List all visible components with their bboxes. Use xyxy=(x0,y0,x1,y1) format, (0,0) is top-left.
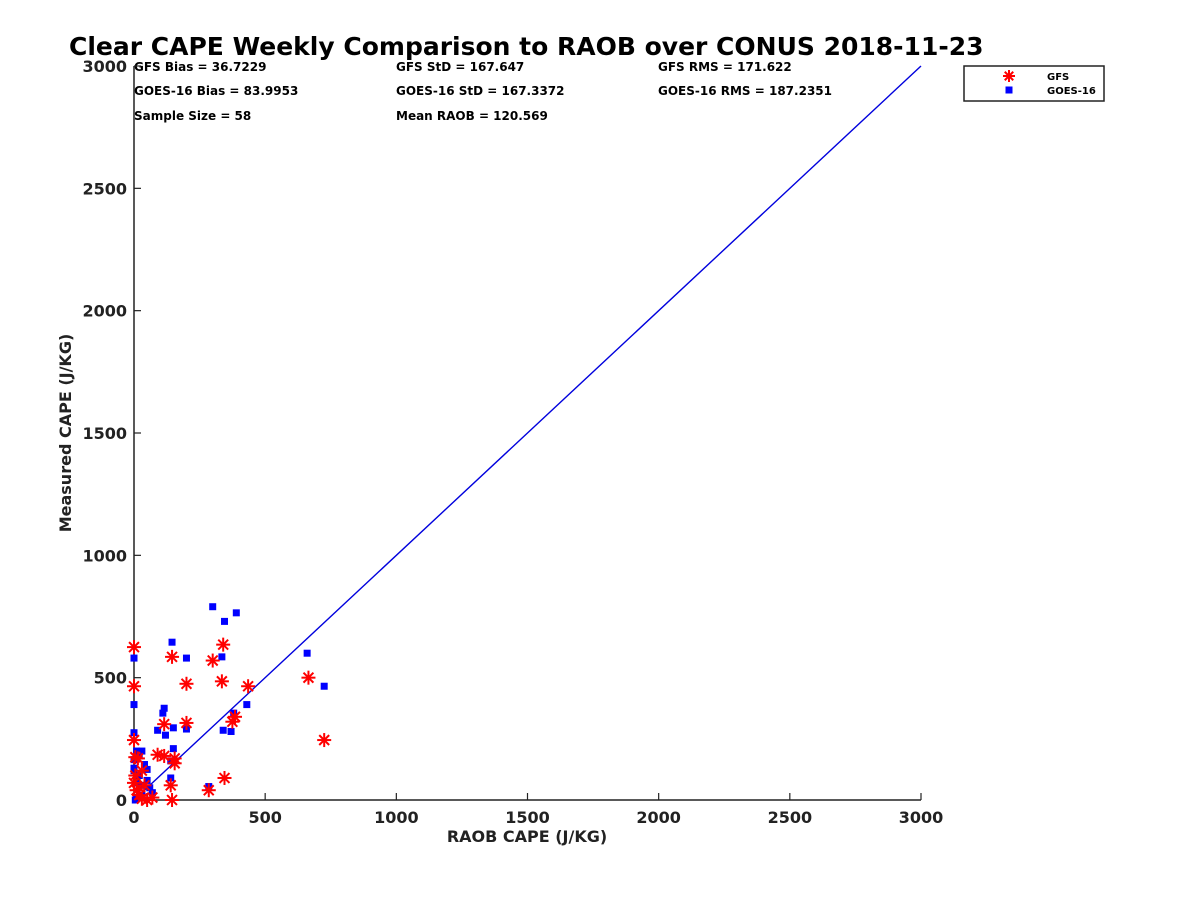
goes-16-point xyxy=(146,784,154,792)
stat-text: GOES-16 RMS = 187.2351 xyxy=(658,84,832,98)
x-tick-label: 500 xyxy=(248,808,281,827)
goes-16-point xyxy=(167,774,175,782)
goes-16-point xyxy=(130,767,138,775)
gfs-point xyxy=(127,640,141,655)
goes-16-point xyxy=(130,701,138,709)
goes-16-point xyxy=(143,776,151,784)
goes-16-point xyxy=(160,704,168,712)
goes-16-point xyxy=(221,617,229,625)
goes-16-point xyxy=(169,724,177,732)
goes-16-point xyxy=(161,731,169,739)
legend: GFS GOES-16 xyxy=(963,65,1105,102)
stats-block: GFS Bias = 36.7229 GFS StD = 167.647 GFS R… xyxy=(134,60,832,123)
gfs-point xyxy=(317,733,332,748)
goes-16-point xyxy=(133,747,141,755)
legend-box xyxy=(963,65,1105,102)
one-to-one-line xyxy=(133,65,922,801)
x-tick-label: 1500 xyxy=(505,808,550,827)
gfs-point xyxy=(157,748,172,763)
ticks: 0 500 1000 1500 2000 2500 3000 0 500 1000 1500 2000… xyxy=(82,57,943,827)
gfs-point xyxy=(179,715,194,730)
goes-16-point xyxy=(232,609,240,617)
gfs-point xyxy=(130,751,145,766)
gfs-point xyxy=(165,649,180,664)
gfs-point xyxy=(137,778,152,793)
chart-title: Clear CAPE Weekly Comparison to RAOB ove… xyxy=(69,32,984,61)
gfs-point xyxy=(165,793,180,807)
legend-label: GOES-16 xyxy=(1047,86,1096,97)
legend-goes-16-marker xyxy=(1005,86,1013,94)
goes-16-point xyxy=(140,761,148,769)
gfs-point xyxy=(145,790,160,805)
gfs-point xyxy=(214,674,229,689)
gfs-point xyxy=(128,768,143,783)
gfs-point xyxy=(201,783,216,798)
gfs-point xyxy=(301,670,316,685)
stat-text: Sample Size = 58 xyxy=(134,109,251,123)
x-tick-label: 0 xyxy=(128,808,139,827)
points-layer xyxy=(127,603,332,807)
stat-text: GOES-16 Bias = 83.9953 xyxy=(134,84,298,98)
x-tick-label: 3000 xyxy=(899,808,944,827)
x-tick-label: 1000 xyxy=(374,808,419,827)
gfs-point xyxy=(227,709,242,724)
goes-16-point xyxy=(168,638,176,646)
legend-label: GFS xyxy=(1047,72,1069,83)
goes-16-point xyxy=(227,727,235,735)
gfs-point xyxy=(127,679,141,694)
y-tick-label: 0 xyxy=(116,791,127,810)
x-axis-label: RAOB CAPE (J/KG) xyxy=(447,827,607,846)
gfs-point xyxy=(179,676,194,691)
goes-16-point xyxy=(130,654,138,662)
gfs-point xyxy=(167,756,182,771)
stat-text: GOES-16 StD = 167.3372 xyxy=(396,84,565,98)
gfs-point xyxy=(127,733,141,748)
goes-16-point xyxy=(218,653,226,661)
gfs-point xyxy=(217,770,232,785)
stat-text: Mean RAOB = 120.569 xyxy=(396,109,548,123)
goes-16-point xyxy=(219,726,227,734)
goes-16-point xyxy=(154,726,162,734)
goes-16-point xyxy=(209,603,217,611)
y-tick-label: 2500 xyxy=(82,179,127,198)
goes-16-point xyxy=(159,709,167,717)
gfs-point xyxy=(216,637,231,652)
stat-text: GFS RMS = 171.622 xyxy=(658,60,792,74)
gfs-point xyxy=(241,679,256,694)
goes-16-point xyxy=(167,757,175,765)
y-tick-label: 1500 xyxy=(82,424,127,443)
goes-16-point xyxy=(182,654,190,662)
goes-16-point xyxy=(320,682,328,690)
legend-gfs-marker xyxy=(1003,70,1015,82)
goes-16-point xyxy=(169,745,177,753)
gfs-point xyxy=(163,778,178,793)
goes-16-point xyxy=(130,729,138,737)
stat-text: GFS Bias = 36.7229 xyxy=(134,60,266,74)
gfs-point xyxy=(157,717,172,732)
x-tick-label: 2000 xyxy=(636,808,681,827)
y-tick-label: 2000 xyxy=(82,302,127,321)
y-tick-label: 1000 xyxy=(82,546,127,565)
goes-16-point xyxy=(138,747,146,755)
goes-16-point xyxy=(243,701,251,709)
y-axis-label: Measured CAPE (J/KG) xyxy=(56,334,75,533)
x-tick-label: 2500 xyxy=(768,808,813,827)
y-tick-label: 3000 xyxy=(82,57,127,76)
goes-16-point xyxy=(230,709,238,717)
gfs-point xyxy=(205,653,220,668)
goes-16-point xyxy=(303,649,311,657)
reference-line-layer xyxy=(133,65,922,801)
goes-16-point xyxy=(143,765,151,773)
y-tick-label: 500 xyxy=(94,669,127,688)
stat-text: GFS StD = 167.647 xyxy=(396,60,524,74)
